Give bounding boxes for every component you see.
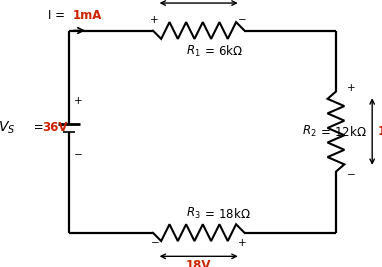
Text: −: −: [151, 238, 159, 248]
Text: +: +: [346, 84, 355, 93]
Text: $V_S$: $V_S$: [0, 120, 16, 136]
Text: −: −: [238, 15, 247, 25]
Text: I =: I =: [48, 9, 69, 22]
Text: +: +: [238, 238, 247, 248]
Text: −: −: [346, 170, 355, 180]
Text: 36V: 36V: [42, 121, 68, 134]
Text: 18V: 18V: [186, 259, 211, 267]
Text: = 18k$\Omega$: = 18k$\Omega$: [201, 207, 250, 221]
Text: =: =: [30, 121, 47, 134]
Text: = 12k$\Omega$: = 12k$\Omega$: [317, 125, 367, 139]
Text: +: +: [73, 96, 82, 106]
Text: 1mA: 1mA: [73, 9, 102, 22]
Text: $R_2$: $R_2$: [302, 124, 317, 139]
Text: −: −: [73, 150, 82, 159]
Text: = 6k$\Omega$: = 6k$\Omega$: [201, 45, 243, 58]
Text: +: +: [151, 15, 159, 25]
Text: 12V: 12V: [378, 125, 382, 138]
Text: $R_1$: $R_1$: [186, 44, 201, 59]
Text: $R_3$: $R_3$: [186, 206, 201, 221]
